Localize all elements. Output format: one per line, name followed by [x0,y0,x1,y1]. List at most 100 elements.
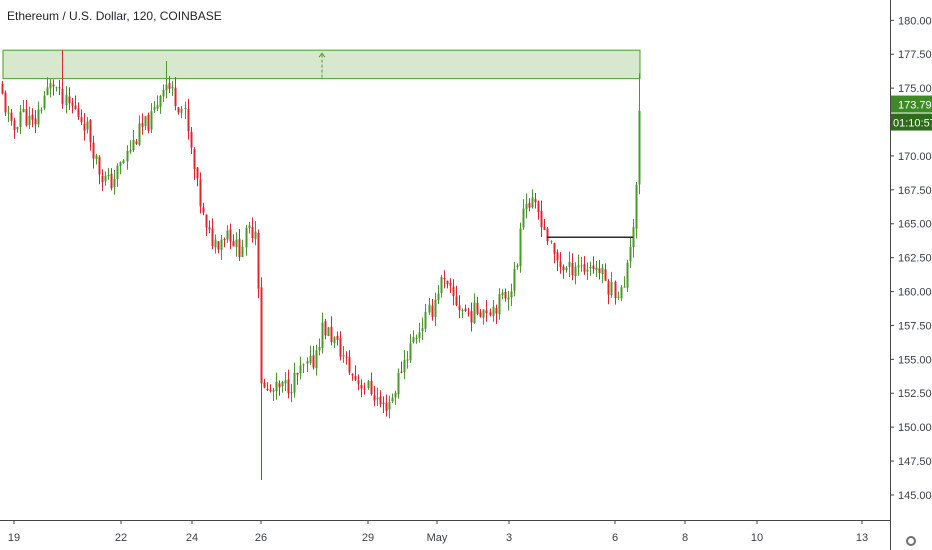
candle-body[interactable] [336,335,339,340]
candle-body[interactable] [113,179,116,188]
candle-body[interactable] [241,246,244,257]
candle-body[interactable] [607,281,610,295]
candle-body[interactable] [162,89,165,97]
candle-body[interactable] [229,229,232,242]
candle-body[interactable] [89,119,92,143]
candle-body[interactable] [104,175,107,182]
candle-body[interactable] [461,310,464,312]
candle-body[interactable] [498,294,501,315]
candle-body[interactable] [184,108,187,110]
candle-body[interactable] [1,84,4,94]
candle-body[interactable] [595,267,598,270]
price-axis[interactable]: 180.00177.50175.00172.50170.00167.50165.… [890,0,932,550]
candle-body[interactable] [74,105,77,109]
candle-body[interactable] [434,299,437,317]
candle-body[interactable] [534,199,537,203]
candle-body[interactable] [458,305,461,311]
candle-body[interactable] [318,346,321,351]
candle-body[interactable] [501,292,504,296]
candle-body[interactable] [34,118,37,125]
candle-body[interactable] [4,92,7,113]
candle-body[interactable] [330,326,333,342]
candle-body[interactable] [565,267,568,271]
candle-body[interactable] [159,95,162,107]
candle-body[interactable] [333,337,336,344]
candle-body[interactable] [135,141,138,144]
candle-body[interactable] [119,162,122,167]
candle-body[interactable] [49,83,52,89]
candle-body[interactable] [550,241,553,243]
candle-body[interactable] [492,306,495,317]
candle-body[interactable] [409,343,412,361]
candle-body[interactable] [138,123,141,145]
candle-body[interactable] [284,380,287,384]
candle-body[interactable] [437,293,440,301]
candle-body[interactable] [638,110,641,185]
candle-body[interactable] [287,379,290,394]
candle-body[interactable] [617,296,620,298]
candle-body[interactable] [632,227,635,248]
candle-body[interactable] [559,261,562,267]
candle-body[interactable] [482,309,485,318]
candle-body[interactable] [495,308,498,314]
candle-body[interactable] [543,226,546,230]
candle-body[interactable] [281,382,284,387]
candle-body[interactable] [37,109,40,125]
candle-body[interactable] [211,228,214,246]
candle-body[interactable] [568,261,571,267]
candle-body[interactable] [278,383,281,388]
candle-body[interactable] [31,114,34,120]
candle-body[interactable] [193,149,196,170]
candle-body[interactable] [418,332,421,338]
candle-body[interactable] [553,243,556,254]
candle-body[interactable] [180,109,183,113]
candle-body[interactable] [156,105,159,109]
candle-body[interactable] [269,389,272,392]
candle-body[interactable] [598,268,601,274]
candle-body[interactable] [61,88,64,104]
candle-body[interactable] [504,291,507,299]
candle-body[interactable] [400,371,403,373]
candle-body[interactable] [141,123,144,127]
candle-body[interactable] [327,327,330,336]
candle-body[interactable] [601,267,604,274]
candle-body[interactable] [208,227,211,230]
candle-body[interactable] [388,402,391,410]
candle-body[interactable] [65,95,68,106]
candle-body[interactable] [220,239,223,250]
candle-body[interactable] [245,227,248,248]
candle-body[interactable] [116,165,119,179]
candle-body[interactable] [589,267,592,269]
candle-body[interactable] [266,388,269,391]
candle-body[interactable] [610,281,613,295]
candle-body[interactable] [562,266,565,271]
candle-body[interactable] [272,390,275,392]
candle-body[interactable] [406,359,409,361]
candle-body[interactable] [342,355,345,357]
candle-body[interactable] [370,381,373,394]
candle-body[interactable] [315,350,318,369]
candle-body[interactable] [132,139,135,150]
candle-body[interactable] [513,268,516,291]
candle-body[interactable] [202,207,205,213]
candle-body[interactable] [92,142,95,159]
candle-body[interactable] [98,156,101,175]
candle-body[interactable] [385,402,388,411]
candle-body[interactable] [635,184,638,229]
candle-body[interactable] [412,337,415,343]
candle-body[interactable] [586,269,589,272]
candle-body[interactable] [537,201,540,213]
candle-body[interactable] [217,241,220,250]
candle-body[interactable] [476,302,479,314]
candle-body[interactable] [510,291,513,298]
candle-body[interactable] [25,109,28,126]
candle-body[interactable] [403,360,406,373]
candle-body[interactable] [28,115,31,126]
candle-body[interactable] [528,203,531,208]
candle-body[interactable] [7,112,10,114]
candle-body[interactable] [519,228,522,267]
candle-body[interactable] [309,355,312,363]
candle-body[interactable] [129,150,132,152]
candle-body[interactable] [52,84,55,87]
